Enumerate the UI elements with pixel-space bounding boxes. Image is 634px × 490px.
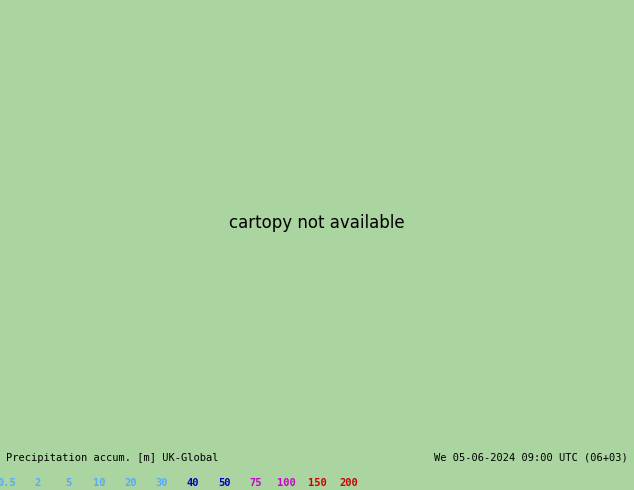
Text: 200: 200 bbox=[339, 478, 358, 488]
Text: 20: 20 bbox=[125, 478, 137, 488]
Text: 5: 5 bbox=[65, 478, 72, 488]
Text: 75: 75 bbox=[249, 478, 262, 488]
Text: 0.5: 0.5 bbox=[0, 478, 16, 488]
Text: 100: 100 bbox=[277, 478, 296, 488]
Text: We 05-06-2024 09:00 UTC (06+03): We 05-06-2024 09:00 UTC (06+03) bbox=[434, 453, 628, 463]
Text: 40: 40 bbox=[187, 478, 199, 488]
Text: Precipitation accum. [m] UK-Global: Precipitation accum. [m] UK-Global bbox=[6, 453, 219, 463]
Text: 2: 2 bbox=[34, 478, 41, 488]
Text: 10: 10 bbox=[93, 478, 106, 488]
Text: 50: 50 bbox=[218, 478, 230, 488]
Text: 30: 30 bbox=[156, 478, 168, 488]
Text: cartopy not available: cartopy not available bbox=[229, 214, 405, 232]
Text: 150: 150 bbox=[308, 478, 327, 488]
